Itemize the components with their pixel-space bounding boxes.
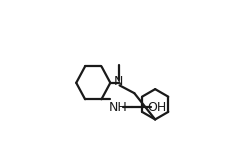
- Text: NH: NH: [109, 101, 128, 114]
- Text: N: N: [114, 75, 123, 88]
- Text: OH: OH: [146, 101, 166, 114]
